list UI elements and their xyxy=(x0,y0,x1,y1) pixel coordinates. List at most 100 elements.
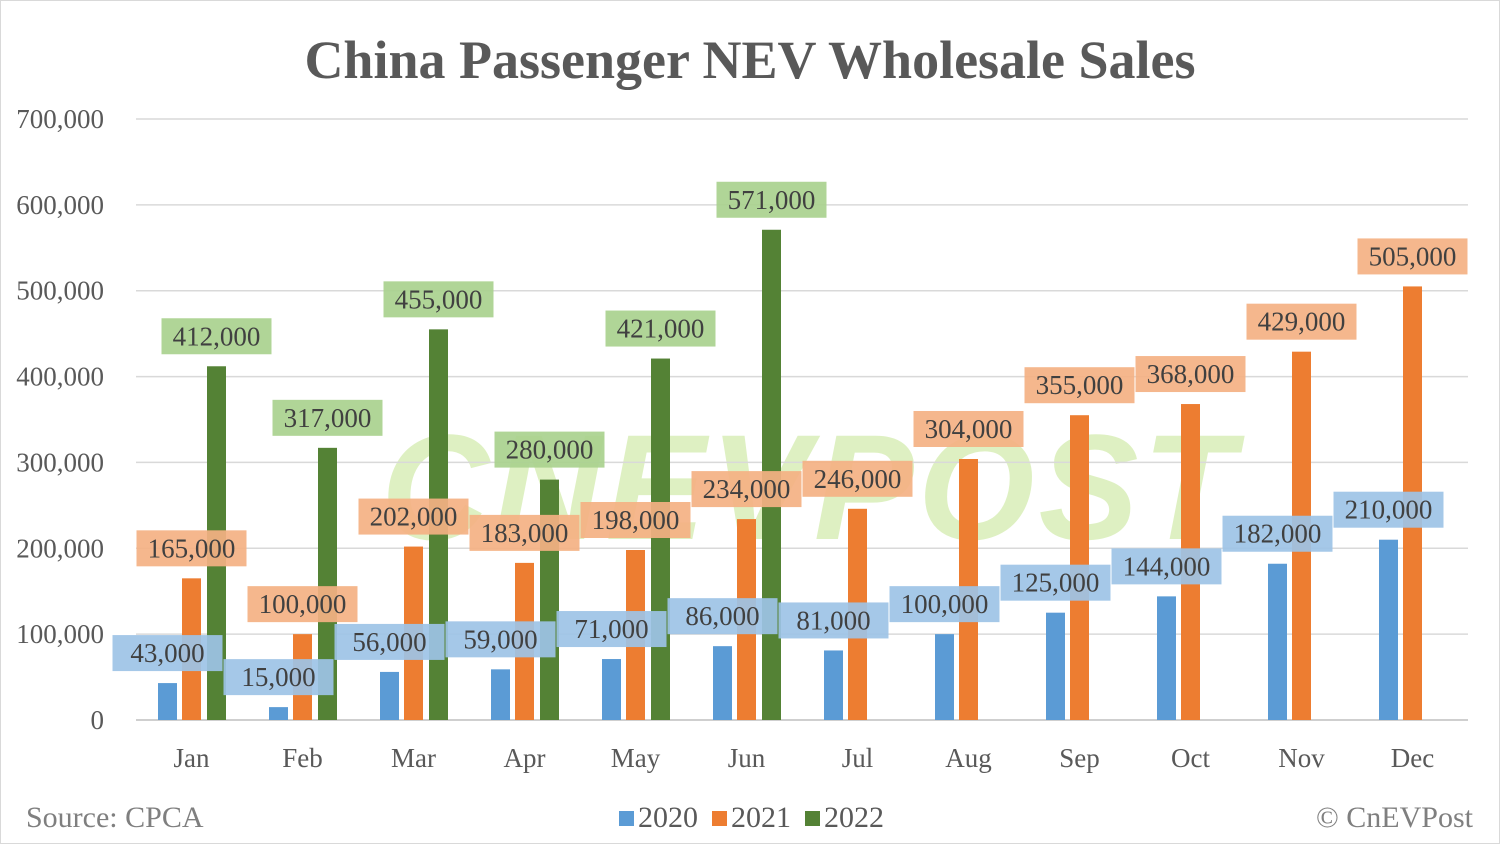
data-label-box xyxy=(247,586,358,623)
bar-2020-Dec xyxy=(1379,539,1398,720)
data-label-2020-Dec: 210,000 xyxy=(1345,495,1433,525)
legend-label: 2021 xyxy=(731,801,791,834)
data-label-2020-May: 71,000 xyxy=(574,614,648,644)
legend: 2020 2021 2022 xyxy=(619,801,884,835)
data-label-box xyxy=(802,460,913,497)
data-label-box xyxy=(469,514,580,551)
data-label-box xyxy=(1024,367,1135,404)
bar-2020-Nov xyxy=(1268,563,1287,720)
y-tick-label: 0 xyxy=(91,705,105,735)
data-label-2021-Jul: 246,000 xyxy=(814,464,902,494)
data-label-box xyxy=(136,530,247,567)
data-label-2021-Mar: 202,000 xyxy=(370,502,458,532)
y-tick-label: 100,000 xyxy=(16,619,104,649)
x-tick-label: Apr xyxy=(504,743,546,773)
data-label-box xyxy=(223,659,334,696)
data-label-box xyxy=(605,310,716,347)
data-label-2021-Oct: 368,000 xyxy=(1147,359,1235,389)
data-label-2020-Feb: 15,000 xyxy=(241,662,315,692)
data-label-box xyxy=(556,611,667,648)
y-tick-label: 600,000 xyxy=(16,190,104,220)
data-label-2020-Aug: 100,000 xyxy=(901,589,989,619)
bar-2020-Apr xyxy=(491,669,510,720)
bar-2020-Jan xyxy=(158,683,177,720)
chart-title: China Passenger NEV Wholesale Sales xyxy=(304,30,1196,90)
bar-2020-Aug xyxy=(935,634,954,720)
data-label-box xyxy=(272,399,383,436)
data-label-2020-Apr: 59,000 xyxy=(463,624,537,654)
bar-2022-Feb xyxy=(318,447,337,720)
data-label-box xyxy=(161,318,272,355)
y-tick-label: 700,000 xyxy=(16,104,104,134)
data-label-box xyxy=(494,431,605,468)
data-label-2020-Sep: 125,000 xyxy=(1012,568,1100,598)
bar-2022-May xyxy=(651,358,670,720)
data-label-box xyxy=(667,598,778,635)
data-label-2020-Mar: 56,000 xyxy=(352,627,426,657)
data-label-box xyxy=(1111,548,1222,585)
legend-swatch xyxy=(619,810,634,826)
x-tick-label: Jun xyxy=(728,743,766,773)
data-label-box xyxy=(334,623,445,660)
bar-2020-May xyxy=(602,659,621,720)
data-label-box xyxy=(1000,564,1111,601)
data-label-2022-Mar: 455,000 xyxy=(395,284,483,314)
y-tick-label: 200,000 xyxy=(16,533,104,563)
data-label-box xyxy=(716,181,827,218)
data-label-2020-Jun: 86,000 xyxy=(685,601,759,631)
bar-2020-Jul xyxy=(824,650,843,720)
data-label-2020-Jul: 81,000 xyxy=(796,605,870,635)
legend-swatch xyxy=(805,810,820,826)
legend-swatch xyxy=(712,810,727,826)
data-label-box xyxy=(1222,515,1333,552)
bar-2020-Oct xyxy=(1157,596,1176,720)
x-tick-label: Oct xyxy=(1171,743,1210,773)
data-label-2020-Nov: 182,000 xyxy=(1234,519,1322,549)
credit-note: © CnEVPost xyxy=(1316,801,1473,834)
legend-item-2022: 2022 xyxy=(805,801,884,835)
bar-2020-Jun xyxy=(713,646,732,720)
data-label-2021-Feb: 100,000 xyxy=(259,589,347,619)
legend-label: 2020 xyxy=(638,801,698,834)
data-label-2021-Apr: 183,000 xyxy=(481,518,569,548)
data-label-box xyxy=(778,602,889,639)
y-tick-label: 400,000 xyxy=(16,362,104,392)
x-tick-label: May xyxy=(611,743,661,773)
data-label-2021-Sep: 355,000 xyxy=(1036,370,1124,400)
y-tick-label: 500,000 xyxy=(16,276,104,306)
x-tick-label: Nov xyxy=(1278,743,1325,773)
bar-2020-Feb xyxy=(269,707,288,720)
data-label-2021-Nov: 429,000 xyxy=(1258,307,1346,337)
data-label-2022-Jan: 412,000 xyxy=(173,321,261,351)
x-tick-label: Jan xyxy=(174,743,210,773)
data-label-box xyxy=(889,586,1000,623)
x-tick-label: Feb xyxy=(282,743,323,773)
data-label-2022-Feb: 317,000 xyxy=(284,403,372,433)
data-label-box xyxy=(1357,238,1468,275)
x-tick-label: Aug xyxy=(945,743,992,773)
legend-item-2020: 2020 xyxy=(619,801,698,835)
data-label-box xyxy=(691,471,802,508)
data-label-box xyxy=(358,498,469,535)
x-tick-label: Jul xyxy=(842,743,874,773)
data-label-box xyxy=(383,281,494,318)
source-note: Source: CPCA xyxy=(26,801,204,834)
data-label-box xyxy=(445,621,556,658)
legend-label: 2022 xyxy=(824,801,884,834)
x-tick-label: Dec xyxy=(1391,743,1434,773)
data-label-box xyxy=(112,635,223,672)
bar-2020-Sep xyxy=(1046,612,1065,720)
data-label-2020-Oct: 144,000 xyxy=(1123,551,1211,581)
data-label-box xyxy=(1135,356,1246,393)
data-label-2021-Jan: 165,000 xyxy=(148,533,236,563)
data-label-2021-Jun: 234,000 xyxy=(703,474,791,504)
data-label-box xyxy=(1246,303,1357,340)
data-label-2022-May: 421,000 xyxy=(617,314,705,344)
data-label-box xyxy=(1333,491,1444,528)
data-label-2022-Jun: 571,000 xyxy=(728,185,816,215)
x-tick-label: Sep xyxy=(1059,743,1100,773)
data-label-box xyxy=(913,410,1024,447)
data-label-2021-Aug: 304,000 xyxy=(925,414,1013,444)
